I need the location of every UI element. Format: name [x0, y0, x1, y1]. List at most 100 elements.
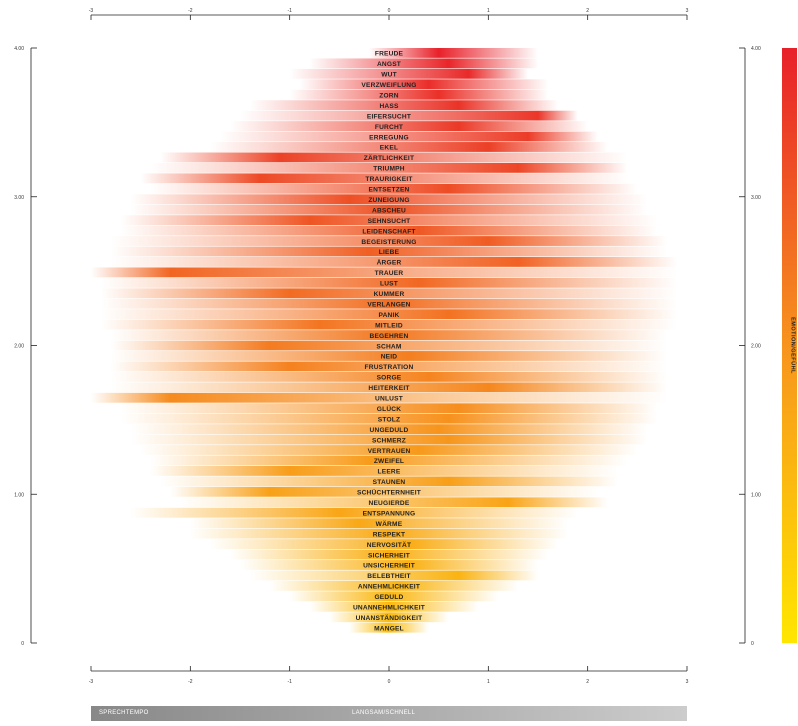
heatmap-row-bar [110, 340, 668, 351]
heatmap-row-bar [130, 194, 648, 205]
heatmap-row-label: ZÄRTLICHKEIT [364, 154, 414, 162]
heatmap-row-bar [150, 455, 628, 466]
x-axis-subtitle: LANGSAM/SCHNELL [352, 710, 416, 716]
heatmap-row-label: ERREGUNG [369, 134, 409, 141]
legend-tick-label: 2.00 [751, 344, 761, 350]
heatmap-row-label: BELEBTHEIT [367, 573, 410, 580]
heatmap-row-bar [230, 549, 548, 560]
heatmap-row-label: VERTRAUEN [368, 448, 411, 455]
legend-tick-label: 3.00 [751, 195, 761, 201]
heatmap-row-bar [240, 560, 538, 570]
heatmap-row-bar [170, 486, 598, 497]
y-tick-label: 2.00 [14, 344, 24, 350]
heatmap-row-label: UNLUST [375, 396, 403, 403]
heatmap-row-label: ZORN [379, 92, 399, 99]
heatmap-row-bar [100, 319, 678, 330]
heatmap-row-bar [190, 528, 568, 539]
x-axis-top: -3 -2 -1 0 1 2 3 [89, 8, 689, 20]
heatmap-row-label: UNANNEHMLICHKEIT [353, 605, 425, 612]
heatmap-row-label: MANGEL [374, 625, 404, 632]
heatmap-row-bar [269, 580, 519, 591]
heatmap-row-label: ANNEHMLICHKEIT [358, 584, 420, 591]
x-axis-title: SPRECHTEMPO [99, 710, 149, 716]
heatmap-row-label: GEDULD [374, 594, 403, 601]
y-axis-left: 4.00 3.00 2.00 1.00 0 [14, 46, 37, 647]
legend-tick-label: 4.00 [751, 46, 761, 52]
heatmap-row-bar [230, 121, 588, 131]
heatmap-row-label: VERLANGEN [367, 301, 410, 308]
heatmap-row-label: FRUSTRATION [365, 364, 414, 371]
heatmap-row-bar [180, 497, 608, 508]
heatmap-row-bar [130, 204, 648, 215]
heatmap-row-bar [110, 382, 668, 393]
heatmap-row-bar [150, 466, 618, 476]
heatmap-row-bar [100, 277, 678, 288]
heatmap-row-label: NEID [381, 354, 398, 361]
heatmap-row-label: UNANSTÄNDIGKEIT [356, 614, 423, 622]
heatmap-row-bar [160, 476, 618, 487]
heatmap-row-bar [190, 518, 568, 529]
heatmap-row-label: FREUDE [375, 51, 404, 58]
legend-title: EMOTION/GEFÜHL [790, 317, 797, 374]
heatmap-row-label: LEIDENSCHAFT [362, 228, 415, 235]
heatmap-row-label: LUST [380, 281, 398, 288]
heatmap-row-label: VERZWEIFLUNG [361, 82, 416, 89]
heatmap-row-label: ZUNEIGUNG [368, 197, 409, 204]
x-axis-bottom: -3 -2 -1 0 1 2 3 [89, 666, 689, 685]
heatmap-row-bar [110, 236, 668, 246]
heatmap-row-bar [130, 434, 648, 445]
heatmap-row-bar [210, 539, 558, 549]
x-tick-label: 1 [487, 8, 490, 14]
legend-tick-label: 0 [751, 641, 754, 647]
heatmap-row-label: FURCHT [375, 124, 403, 131]
heatmap-row-label: WUT [381, 72, 397, 79]
y-tick-label: 4.00 [14, 46, 24, 52]
heatmap-row-label: SCHMERZ [372, 437, 406, 444]
heatmap-row-bar [140, 173, 628, 184]
heatmap-row-label: STAUNEN [373, 479, 406, 486]
x-tick-label: 0 [388, 8, 391, 14]
heatmap-row-label: ANGST [377, 61, 401, 68]
legend-color-bar [782, 48, 797, 643]
x-tick-label: 3 [686, 679, 689, 685]
heatmap-row-bar [130, 424, 648, 435]
heatmap-row-bar [140, 445, 638, 455]
y-tick-label: 3.00 [14, 195, 24, 201]
heatmap-row-bar [329, 612, 449, 623]
heatmap-row-label: SCHÜCHTERNHEIT [357, 488, 421, 497]
heatmap-row-label: UNSICHERHEIT [363, 563, 415, 570]
heatmap-row-bar [289, 89, 548, 100]
heatmap-row-bar [289, 591, 499, 602]
heatmap-row-label: MITLEID [375, 322, 403, 329]
heatmap-rows: FREUDE ANGST WUT VERZWEIFLUNG ZORN HASS EIFERS… [91, 48, 678, 633]
x-tick-label: 0 [388, 679, 391, 685]
heatmap-row-label: NEUGIERDE [368, 500, 409, 507]
x-tick-label: 2 [586, 679, 589, 685]
heatmap-row-bar [110, 351, 668, 361]
heatmap-row-bar [100, 309, 678, 320]
heatmap-row-label: PANIK [378, 312, 399, 319]
heatmap-row-label: EIFERSUCHT [367, 113, 411, 120]
heatmap-row-label: TRAUER [375, 270, 404, 277]
heatmap-row-bar [309, 601, 479, 612]
y-tick-label: 0 [21, 641, 24, 647]
x-tick-label: -1 [287, 8, 292, 14]
heatmap-row-bar [210, 142, 608, 152]
heatmap-row-label: SEHNSUCHT [368, 218, 411, 225]
heatmap-row-bar [120, 215, 658, 226]
heatmap-row-label: ÄRGER [377, 259, 402, 267]
heatmap-row-bar [120, 225, 658, 236]
heatmap-row-bar [110, 361, 668, 372]
heatmap-row-label: ENTSPANNUNG [363, 510, 416, 517]
heatmap-row-bar [160, 152, 628, 163]
x-tick-label: -2 [188, 679, 193, 685]
heatmap-row-bar [110, 371, 668, 382]
heatmap-row-bar [91, 267, 678, 278]
x-tick-label: -2 [188, 8, 193, 14]
heatmap-row-label: ZWEIFEL [374, 458, 404, 465]
heatmap-row-label: HASS [379, 103, 399, 110]
heatmap-row-label: SICHERHEIT [368, 552, 410, 559]
heatmap-row-label: LEERE [378, 469, 401, 476]
heatmap-row-label: SORGE [377, 375, 402, 382]
